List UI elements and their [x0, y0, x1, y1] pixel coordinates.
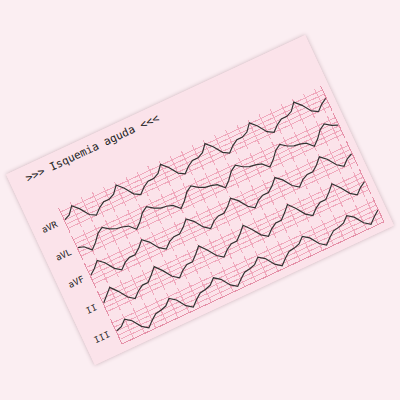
svg-text:III: III [92, 329, 111, 345]
svg-text:aVR: aVR [40, 219, 59, 235]
svg-text:aVF: aVF [67, 274, 86, 290]
svg-text:aVL: aVL [54, 247, 73, 263]
svg-text:II: II [84, 302, 98, 316]
svg-text:>>> Isquemia aguda <<<: >>> Isquemia aguda <<< [24, 111, 162, 185]
